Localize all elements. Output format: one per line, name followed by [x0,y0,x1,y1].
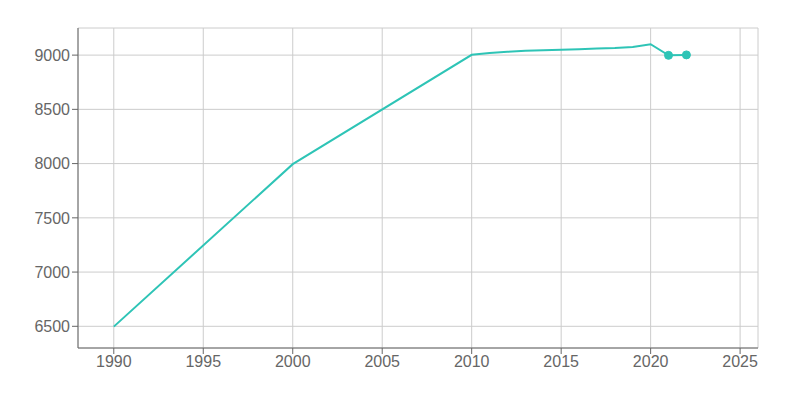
svg-text:6500: 6500 [34,318,70,335]
svg-text:2005: 2005 [364,353,400,370]
svg-text:9000: 9000 [34,47,70,64]
svg-text:2000: 2000 [275,353,311,370]
svg-text:2025: 2025 [722,353,758,370]
svg-text:2020: 2020 [633,353,669,370]
svg-text:8500: 8500 [34,101,70,118]
svg-text:1990: 1990 [96,353,132,370]
svg-text:7000: 7000 [34,264,70,281]
svg-text:8000: 8000 [34,155,70,172]
svg-text:2015: 2015 [543,353,579,370]
svg-text:2010: 2010 [454,353,490,370]
svg-text:7500: 7500 [34,210,70,227]
svg-text:1995: 1995 [185,353,221,370]
